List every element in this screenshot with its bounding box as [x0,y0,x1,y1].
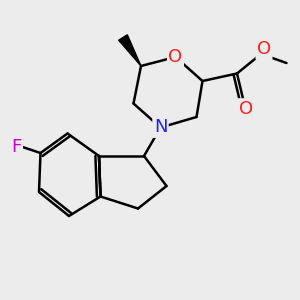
Text: O: O [168,48,183,66]
Polygon shape [119,35,141,66]
Text: O: O [257,40,271,58]
Text: N: N [154,118,167,136]
Text: F: F [11,138,22,156]
Text: O: O [239,100,253,118]
